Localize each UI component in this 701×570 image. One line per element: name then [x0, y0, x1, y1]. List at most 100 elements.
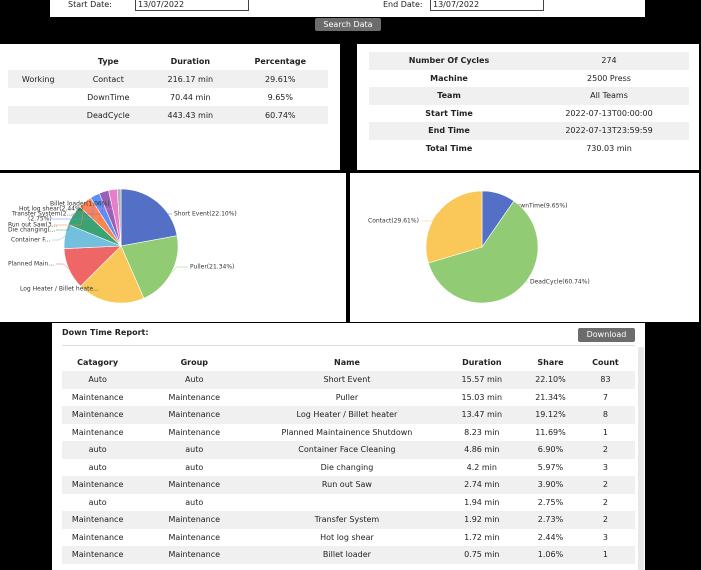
- scrollbar[interactable]: [638, 347, 644, 570]
- report-panel: Down Time Report: Download Catagory Group…: [52, 323, 645, 570]
- key-cell: Machine: [430, 73, 468, 83]
- slice-label: Short Event(22.10%): [174, 211, 237, 218]
- cell: Run out Saw: [255, 476, 439, 494]
- row: Maintenance Maintenance Planned Maintainen…: [62, 424, 635, 442]
- cell: 6.90%: [525, 441, 576, 459]
- cell: 216.17 min: [148, 70, 233, 88]
- search-bar: Start Date: 13/07/2022 End Date: 13/07/2…: [50, 0, 645, 17]
- cell: 2.44%: [537, 532, 564, 542]
- group-cell: [8, 106, 69, 124]
- row: auto auto 1.94 min 2.75% 2: [62, 494, 635, 512]
- cell: Maintenance: [133, 476, 256, 494]
- slice-label: (2.75%): [28, 216, 52, 223]
- row: Maintenance Maintenance Puller 15.03 min 21.…: [62, 389, 635, 407]
- value-cell: 2022-07-13T00:00:00: [565, 108, 653, 118]
- cell: Maintenance: [62, 476, 134, 494]
- cell: 60.74%: [232, 106, 328, 124]
- details-table: Number Of Cycles 274 Machine 2500 Press Team…: [369, 52, 689, 157]
- search-button[interactable]: Search Data: [315, 18, 381, 31]
- report-table: Catagory Group Name Duration Share Count Auto A…: [62, 353, 635, 564]
- cell: DeadCycle: [68, 106, 149, 124]
- slice-label: Contact(29.61%): [368, 218, 419, 225]
- cell: 443.43 min: [148, 106, 233, 124]
- cell: 22.10%: [525, 371, 576, 389]
- start-input[interactable]: 13/07/2022: [135, 0, 249, 11]
- cell: 4.86 min: [438, 441, 526, 459]
- slice-label: Log Heater / Billet heate...: [20, 286, 99, 293]
- cell: 2.74 min: [438, 476, 526, 494]
- header-cell: Type: [97, 56, 119, 66]
- slice-label: DeadCycle(60.74%): [530, 279, 590, 286]
- slice-label: DownTime(9.65%): [512, 203, 567, 210]
- cell: 1.06%: [525, 546, 576, 564]
- slice-label: Container F...: [11, 237, 51, 244]
- cell: 8: [575, 406, 635, 424]
- leader-line: [86, 189, 114, 210]
- cell: 1: [602, 427, 608, 437]
- leader-line: [52, 195, 96, 220]
- row: Maintenance Maintenance Log Heater / Bille…: [62, 406, 635, 424]
- cell: 13.47 min: [438, 406, 526, 424]
- row: Working Contact 216.17 min 29.61%: [8, 70, 328, 88]
- cell: Maintenance: [62, 406, 134, 424]
- download-button[interactable]: Download: [578, 328, 635, 342]
- slice-label: Die changing(...: [8, 227, 56, 234]
- cell: 2.73%: [525, 511, 576, 529]
- summary-table: Type Duration Percentage Working Contact 216.…: [8, 52, 328, 124]
- header-cell: Name: [334, 357, 360, 367]
- cell: auto: [62, 441, 134, 459]
- slice-label: Planned Main...: [8, 261, 54, 268]
- cell: 1.92 min: [438, 511, 526, 529]
- value-cell: All Teams: [529, 87, 689, 105]
- header-cell: Duration: [462, 357, 502, 367]
- cell: Auto: [62, 371, 134, 389]
- header-row: Catagory Group Name Duration Share Count: [62, 353, 635, 371]
- value-cell: 730.03 min: [586, 143, 632, 153]
- row: End Time 2022-07-13T23:59:59: [369, 122, 689, 140]
- cell: DownTime: [87, 92, 130, 102]
- end-input[interactable]: 13/07/2022: [430, 0, 544, 11]
- slice-label: Billet loader(1.06%): [50, 201, 110, 208]
- cell: 4.2 min: [466, 462, 497, 472]
- cell: 15.57 min: [438, 371, 526, 389]
- cell: 70.44 min: [170, 92, 211, 102]
- cell: 2: [575, 441, 635, 459]
- pie-slice: [120, 235, 179, 299]
- header-row: Type Duration Percentage: [8, 52, 328, 70]
- value-cell: 274: [529, 52, 689, 70]
- cell: Short Event: [255, 371, 439, 389]
- cell: 9.65%: [267, 92, 293, 102]
- start-label: Start Date:: [68, 0, 112, 9]
- cell: Transfer System: [255, 511, 439, 529]
- cell: Maintenance: [133, 546, 256, 564]
- leader-line: [498, 193, 510, 207]
- leader-line: [56, 214, 74, 231]
- key-cell: End Time: [369, 122, 529, 140]
- cell: auto: [88, 462, 107, 472]
- leader-line: [171, 266, 188, 273]
- row: Number Of Cycles 274: [369, 52, 689, 70]
- value-cell: 2022-07-13T23:59:59: [529, 122, 689, 140]
- row: Team All Teams: [369, 87, 689, 105]
- header-cell: Duration: [170, 56, 211, 66]
- cell: Die changing: [320, 462, 374, 472]
- pie-slice: [116, 188, 122, 247]
- cell: 2: [575, 511, 635, 529]
- row: Start Time 2022-07-13T00:00:00: [369, 105, 689, 123]
- cell: Auto: [133, 371, 256, 389]
- cell: Maintenance: [168, 532, 221, 542]
- slice-label: Run out Saw(3...: [8, 222, 58, 229]
- cell: auto: [185, 497, 204, 507]
- cell: Log Heater / Billet heater: [255, 406, 439, 424]
- cell: 7: [602, 392, 608, 402]
- cell: 21.34%: [535, 392, 566, 402]
- cell: Billet loader: [255, 546, 439, 564]
- row: Maintenance Maintenance Run out Saw 2.74 mi…: [62, 476, 635, 494]
- row: Total Time 730.03 min: [369, 140, 689, 158]
- cell: Puller: [335, 392, 359, 402]
- row: auto auto Container Face Cleaning 4.86 min 6…: [62, 441, 635, 459]
- row: Maintenance Maintenance Transfer System 1.9…: [62, 511, 635, 529]
- cell: Maintenance: [71, 427, 124, 437]
- cell: auto: [133, 441, 256, 459]
